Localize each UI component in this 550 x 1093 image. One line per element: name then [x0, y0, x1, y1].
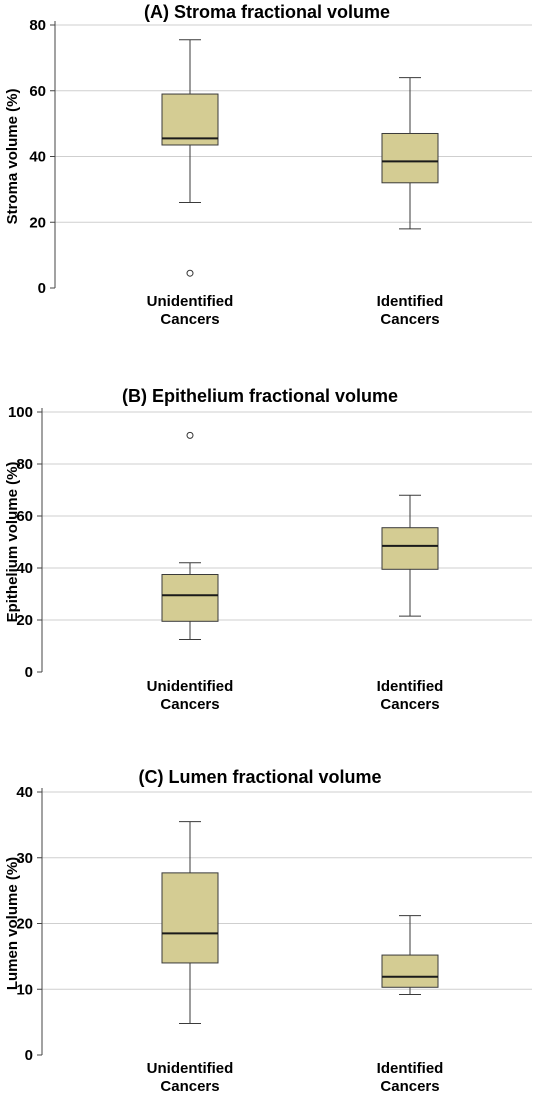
chart-panel-3: (C) Lumen fractional volume 0 10 20 30 40 Lume…	[4, 767, 532, 1093]
iqr-box	[161, 872, 219, 964]
chart-panel-1: (A) Stroma fractional volume 0 20 40 60 80 Str…	[4, 2, 532, 328]
iqr-box	[381, 527, 439, 570]
category-label: Cancers	[160, 696, 219, 713]
outlier-point	[186, 431, 194, 439]
y-tick-label: 100	[8, 404, 33, 421]
y-tick-label: 10	[16, 981, 33, 998]
iqr-box	[381, 132, 439, 184]
y-tick-label: 40	[16, 784, 33, 801]
outlier-point	[186, 269, 194, 277]
chart-panel-2: (B) Epithelium fractional volume 0 20 40 60 8…	[4, 386, 532, 713]
category-label: Cancers	[380, 696, 439, 713]
category-label: Identified	[377, 678, 444, 695]
category-label: Cancers	[380, 311, 439, 328]
box-plot-identified	[381, 77, 439, 230]
box-plot-identified	[381, 915, 439, 996]
chart-title: (B) Epithelium fractional volume	[122, 386, 398, 406]
box-plot-unidentified	[161, 39, 219, 277]
chart-title: (A) Stroma fractional volume	[144, 2, 390, 22]
chart-title: (C) Lumen fractional volume	[138, 767, 381, 787]
category-label: Unidentified	[147, 678, 234, 695]
y-tick-label: 30	[16, 850, 33, 867]
iqr-box	[161, 93, 219, 146]
category-label: Cancers	[380, 1078, 439, 1093]
category-label: Unidentified	[147, 1060, 234, 1077]
category-label: Identified	[377, 293, 444, 310]
y-tick-label: 0	[25, 1047, 33, 1064]
y-tick-label: 20	[29, 214, 46, 231]
y-axis-label: Lumen volume (%)	[4, 857, 21, 990]
y-tick-label: 60	[29, 83, 46, 100]
y-tick-label: 40	[29, 149, 46, 166]
box-plot-unidentified	[161, 431, 219, 640]
iqr-box	[381, 954, 439, 988]
y-tick-label: 0	[25, 664, 33, 681]
y-tick-label: 60	[16, 508, 33, 525]
iqr-box	[161, 574, 219, 622]
category-label: Identified	[377, 1060, 444, 1077]
y-tick-label: 0	[38, 280, 46, 297]
y-axis-label: Stroma volume (%)	[4, 89, 21, 225]
y-tick-label: 80	[16, 456, 33, 473]
y-tick-label: 80	[29, 17, 46, 34]
category-label: Unidentified	[147, 293, 234, 310]
box-plot-unidentified	[161, 821, 219, 1024]
box-plot-identified	[381, 494, 439, 617]
category-label: Cancers	[160, 311, 219, 328]
y-tick-label: 20	[16, 612, 33, 629]
y-tick-label: 20	[16, 916, 33, 933]
y-tick-label: 40	[16, 560, 33, 577]
y-axis-label: Epithelium volume (%)	[4, 462, 21, 623]
category-label: Cancers	[160, 1078, 219, 1093]
